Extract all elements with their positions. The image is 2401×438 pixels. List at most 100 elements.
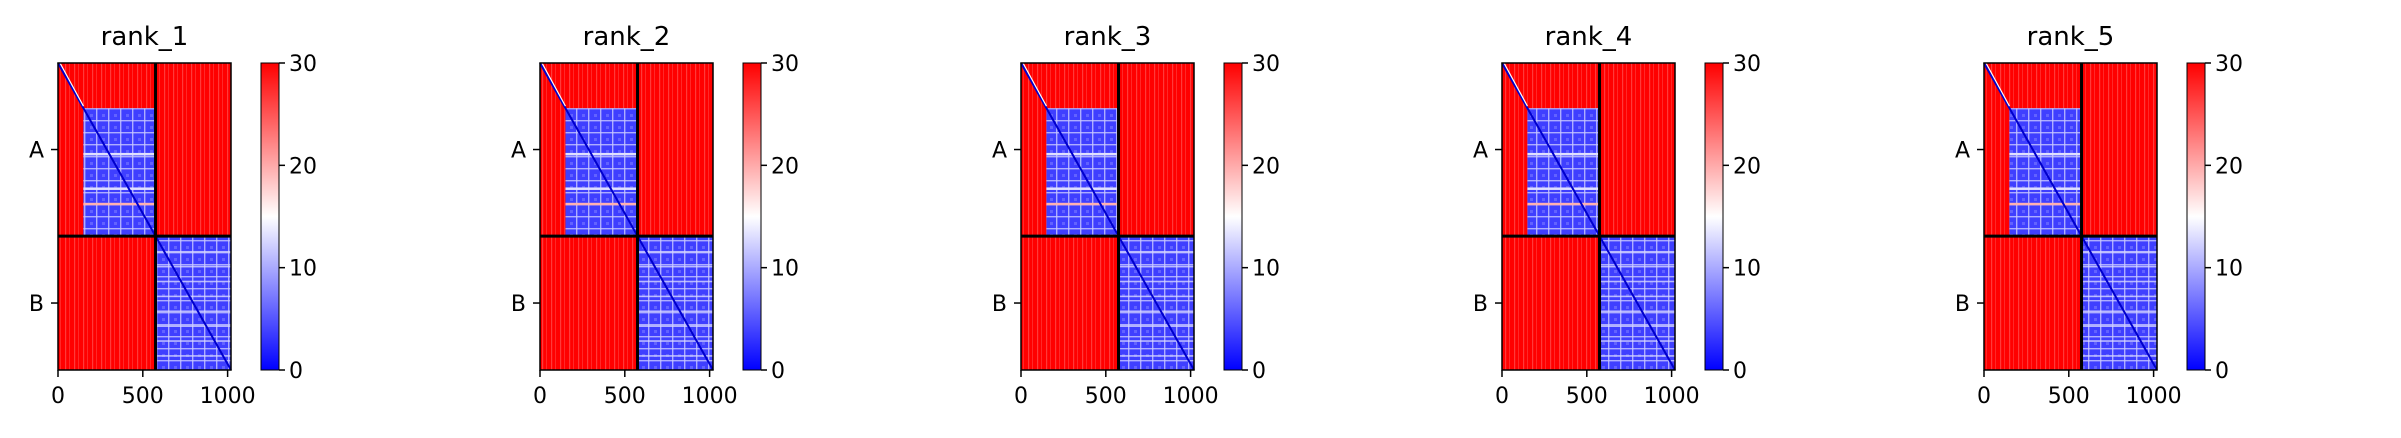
diagonal-highlight [541,62,566,107]
chain-a-band [565,187,638,190]
colorbar-tick-label: 10 [1252,257,1280,282]
x-tick-label: 1000 [1644,384,1700,409]
colorbar-tick-label: 10 [2215,257,2243,282]
chain-a-band [1527,152,1600,156]
chain-a-band [1046,187,1119,190]
x-tick-label: 0 [1014,384,1028,409]
chain-b-band [1118,355,1194,357]
x-tick-label: 0 [1495,384,1509,409]
chain-b-band [1118,325,1194,327]
chain-b-band [155,295,231,298]
x-tick-label: 500 [122,384,164,409]
chain-b-band [1599,355,1675,357]
chain-b-band [1599,265,1675,268]
colorbar-tick-label: 20 [1252,154,1280,179]
colorbar-tick-label: 30 [771,52,799,77]
chain-a-band [1046,152,1119,156]
colorbar-tick-label: 30 [1733,52,1761,77]
chain-b-band [155,340,231,342]
chain-b-band [1118,280,1194,283]
x-tick-label: 500 [604,384,646,409]
y-tick-label: A [1955,139,1970,164]
colorbar-tick-label: 0 [289,359,303,384]
y-tick-label: A [29,139,44,164]
chain-b-band [637,355,713,357]
colorbar-frame [260,62,280,371]
axes-frame [539,62,714,371]
diagonal-highlight [1985,62,2010,107]
chain-b-band [155,250,231,253]
chain-a-band [83,187,156,190]
chain-b-band [1118,310,1194,313]
x-tick-label: 0 [51,384,65,409]
y-tick-label: A [1473,139,1488,164]
diagonal-highlight [1503,62,1528,107]
chain-b-band [1599,310,1675,313]
colorbar-tick-label: 30 [2215,52,2243,77]
pae-panel-3: rank_3 A B 0 500 1000 0 10 20 30 [992,22,1280,409]
colorbar-tick-label: 0 [1252,359,1266,384]
colorbar [261,63,279,370]
chain-b-band [637,280,713,283]
x-tick-label: 0 [1977,384,1991,409]
chain-b-band [1118,250,1194,253]
colorbar [743,63,761,370]
x-tick-label: 500 [1566,384,1608,409]
colorbar-tick-label: 10 [1733,257,1761,282]
chain-b-band [1599,280,1675,283]
chain-b-band [2081,310,2157,313]
chain-b-band [2081,340,2157,342]
diagonal-line [539,62,714,371]
chain-b-band [637,325,713,327]
chain-a-band [565,152,638,156]
chain-b-band [637,295,713,298]
chain-b-band [1599,325,1675,327]
panel-title: rank_2 [583,22,671,52]
colorbar [2187,63,2205,370]
y-tick-label: A [511,139,526,164]
colorbar-tick-label: 20 [1733,154,1761,179]
colorbar-frame [742,62,762,371]
diagonal-line [1020,62,1195,371]
axes-frame [1020,62,1195,371]
colorbar-tick-label: 0 [2215,359,2229,384]
chain-b-band [2081,280,2157,283]
colorbar-tick-label: 10 [289,257,317,282]
x-tick-label: 0 [533,384,547,409]
pae-panel-4: rank_4 A B 0 500 1000 0 10 20 30 [1473,22,1761,409]
chain-b-band [1599,295,1675,298]
y-tick-label: B [1955,292,1970,317]
chain-a-band [565,202,638,206]
chain-b-band [637,310,713,313]
colorbar-frame [2186,62,2206,371]
chain-b-band [2081,325,2157,327]
y-tick-label: B [992,292,1007,317]
axes-frame [1501,62,1676,371]
chain-b-band [1599,340,1675,342]
axes-frame [57,62,232,371]
chain-a-band [2009,152,2082,156]
chain-b-band [1599,250,1675,253]
colorbar-tick-label: 20 [2215,154,2243,179]
colorbar [1224,63,1242,370]
panel-title: rank_3 [1064,22,1152,52]
axes-frame [1983,62,2158,371]
chain-b-band [155,355,231,357]
panel-title: rank_1 [101,22,189,52]
colorbar [1705,63,1723,370]
pae-panel-5: rank_5 A B 0 500 1000 0 10 20 30 [1955,22,2243,409]
colorbar-tick-label: 0 [771,359,785,384]
chain-b-band [2081,250,2157,253]
chain-b-band [637,265,713,268]
colorbar-tick-label: 20 [771,154,799,179]
diagonal-line [57,62,232,371]
x-tick-label: 1000 [2126,384,2182,409]
y-tick-label: B [29,292,44,317]
chain-a-band [1046,202,1119,206]
colorbar-frame [1704,62,1724,371]
diagonal-highlight [59,62,84,107]
diagonal-highlight [1022,62,1047,107]
chain-a-band [1527,202,1600,206]
chain-a-band [2009,187,2082,190]
